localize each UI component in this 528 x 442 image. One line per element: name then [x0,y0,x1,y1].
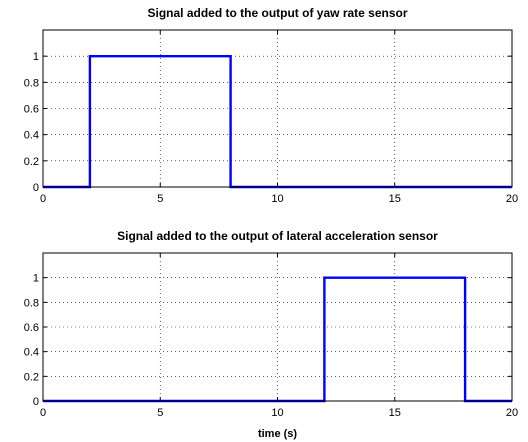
plot-area [43,30,512,187]
y-tick-label: 0.8 [24,77,39,89]
chart-lateral-acceleration: Signal added to the output of lateral ac… [24,229,518,440]
y-tick-label: 0 [33,182,39,194]
x-tick-label: 0 [40,193,46,205]
y-tick-label: 0.6 [24,104,39,116]
chart-title: Signal added to the output of yaw rate s… [147,6,407,20]
x-tick-label: 0 [40,407,46,419]
x-tick-label: 5 [157,407,163,419]
x-tick-label: 20 [506,193,518,205]
y-tick-label: 1 [33,273,39,285]
y-tick-label: 0.4 [24,130,39,142]
y-tick-label: 0 [33,396,39,408]
plot-area [43,253,512,401]
x-tick-label: 20 [506,407,518,419]
chart-title: Signal added to the output of lateral ac… [117,229,438,243]
y-tick-label: 0.6 [24,322,39,334]
y-tick-label: 0.2 [24,371,39,383]
y-tick-label: 0.2 [24,156,39,168]
y-tick-label: 1 [33,51,39,63]
x-tick-label: 15 [389,193,401,205]
x-tick-label: 5 [157,193,163,205]
chart-yaw-rate: Signal added to the output of yaw rate s… [24,6,518,205]
y-tick-label: 0.8 [24,297,39,309]
x-tick-label: 10 [271,407,283,419]
x-axis-label: time (s) [258,428,297,440]
x-tick-label: 15 [389,407,401,419]
x-tick-label: 10 [271,193,283,205]
y-tick-label: 0.4 [24,347,39,359]
